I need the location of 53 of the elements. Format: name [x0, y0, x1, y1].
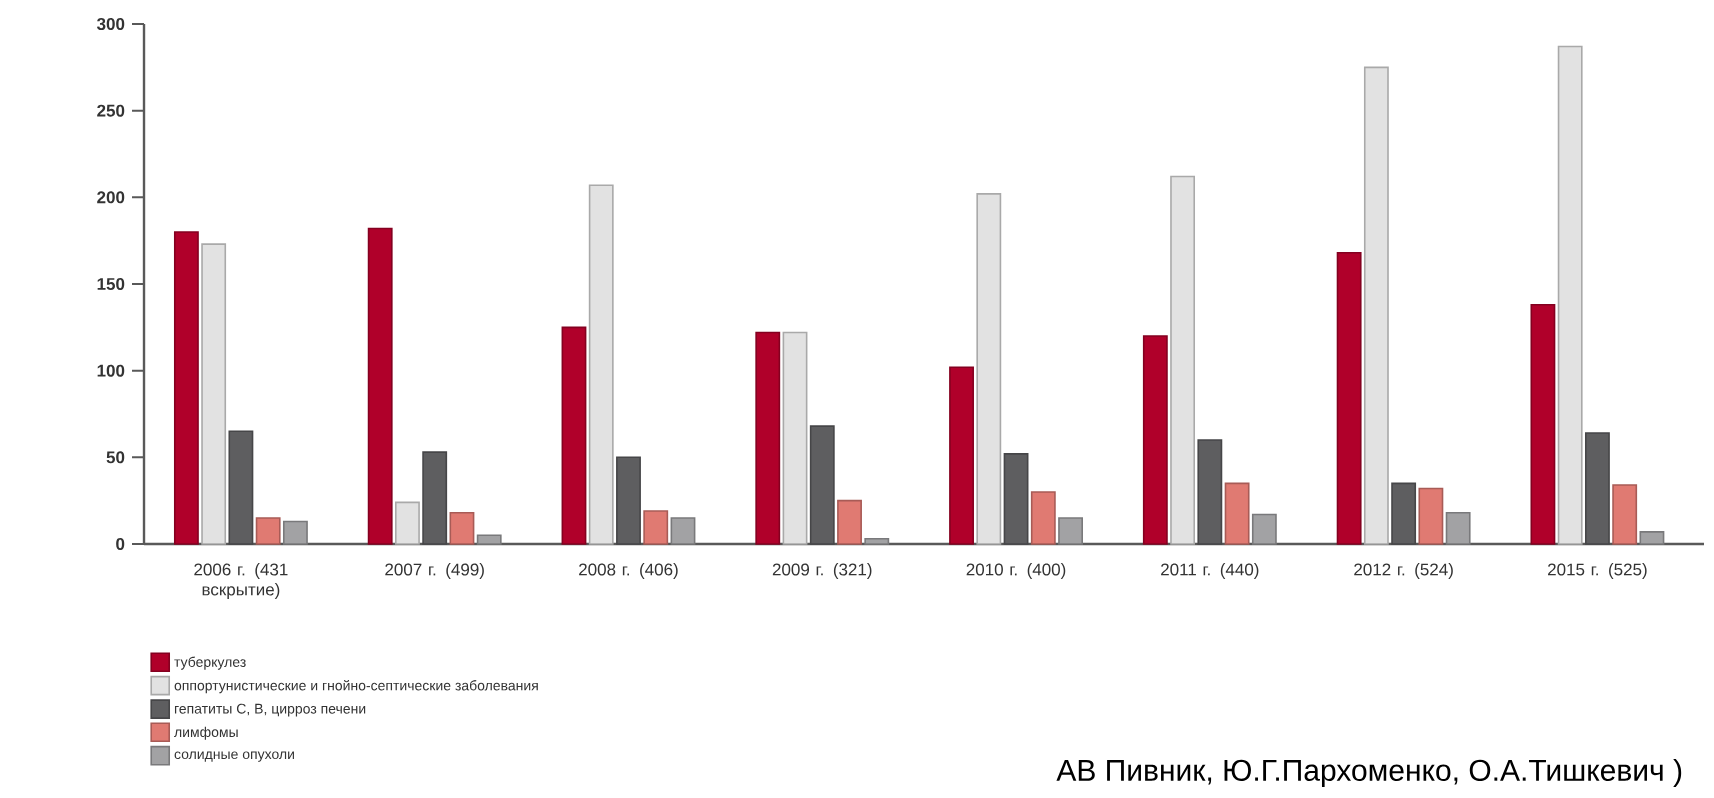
y-tick-label: 200: [97, 191, 125, 204]
x-tick-label: 2009 г. (321): [772, 563, 872, 579]
text: АВ Пивник, Ю.Г.Пархоменко, О.А.Тишкевич ): [1056, 758, 1682, 787]
bar: [1058, 517, 1083, 545]
legend-label: лимфомы: [174, 726, 238, 740]
bar: [1612, 484, 1638, 545]
x-tick-label: 2007 г. (499): [385, 563, 484, 579]
y-tick-label: 50: [106, 451, 125, 464]
bar: [643, 510, 669, 545]
legend-label: солидные опухоли: [174, 751, 294, 762]
bar: [949, 366, 974, 545]
bar: [282, 520, 308, 545]
bar: [1445, 511, 1471, 545]
legend-label: оппортунистические и гнойно-септические заболевания: [174, 679, 538, 694]
bar: [1418, 487, 1444, 545]
bar: [782, 331, 808, 545]
legend-label: туберкулез: [174, 656, 246, 670]
legend-label: гепатиты С, В, цирроз печени: [174, 703, 366, 717]
bar: [1030, 491, 1056, 545]
y-tick-label: 150: [97, 277, 125, 290]
x-tick-label: 2008 г. (406): [579, 563, 678, 579]
bar: [670, 517, 696, 545]
y-tick-label: 0: [116, 537, 125, 550]
bar: [837, 499, 862, 545]
x-tick-label: 2010 г. (400): [966, 563, 1066, 579]
x-tick-label: 2012 г. (524): [1354, 563, 1453, 579]
bar: [449, 511, 475, 545]
bar: [1251, 513, 1277, 545]
bar: [255, 517, 281, 545]
bar: [395, 501, 420, 545]
bar: [1170, 175, 1196, 545]
x-tick-label: 2011 г. (440): [1161, 563, 1259, 579]
bar: [1142, 335, 1168, 545]
y-tick-label: 250: [97, 104, 125, 117]
bar: [1639, 531, 1665, 545]
bar: [1557, 45, 1583, 545]
bar: [1363, 66, 1389, 545]
bar: [1224, 482, 1250, 545]
bar: [976, 193, 1002, 545]
bar: [173, 231, 199, 545]
bar: [1336, 252, 1362, 545]
bar: [561, 326, 587, 545]
bar: [864, 537, 890, 545]
bar: [755, 331, 781, 545]
bar: [476, 534, 502, 545]
bar: [588, 184, 614, 545]
bar: [1530, 304, 1556, 545]
x-tick-label: 2006 г. (431 вскрытие): [194, 563, 288, 599]
y-tick-label: 300: [96, 17, 125, 31]
bar: [367, 227, 393, 545]
x-tick-label: 2015 г. (525): [1548, 563, 1647, 579]
y-tick-label: 100: [97, 364, 125, 377]
bar: [201, 243, 227, 545]
